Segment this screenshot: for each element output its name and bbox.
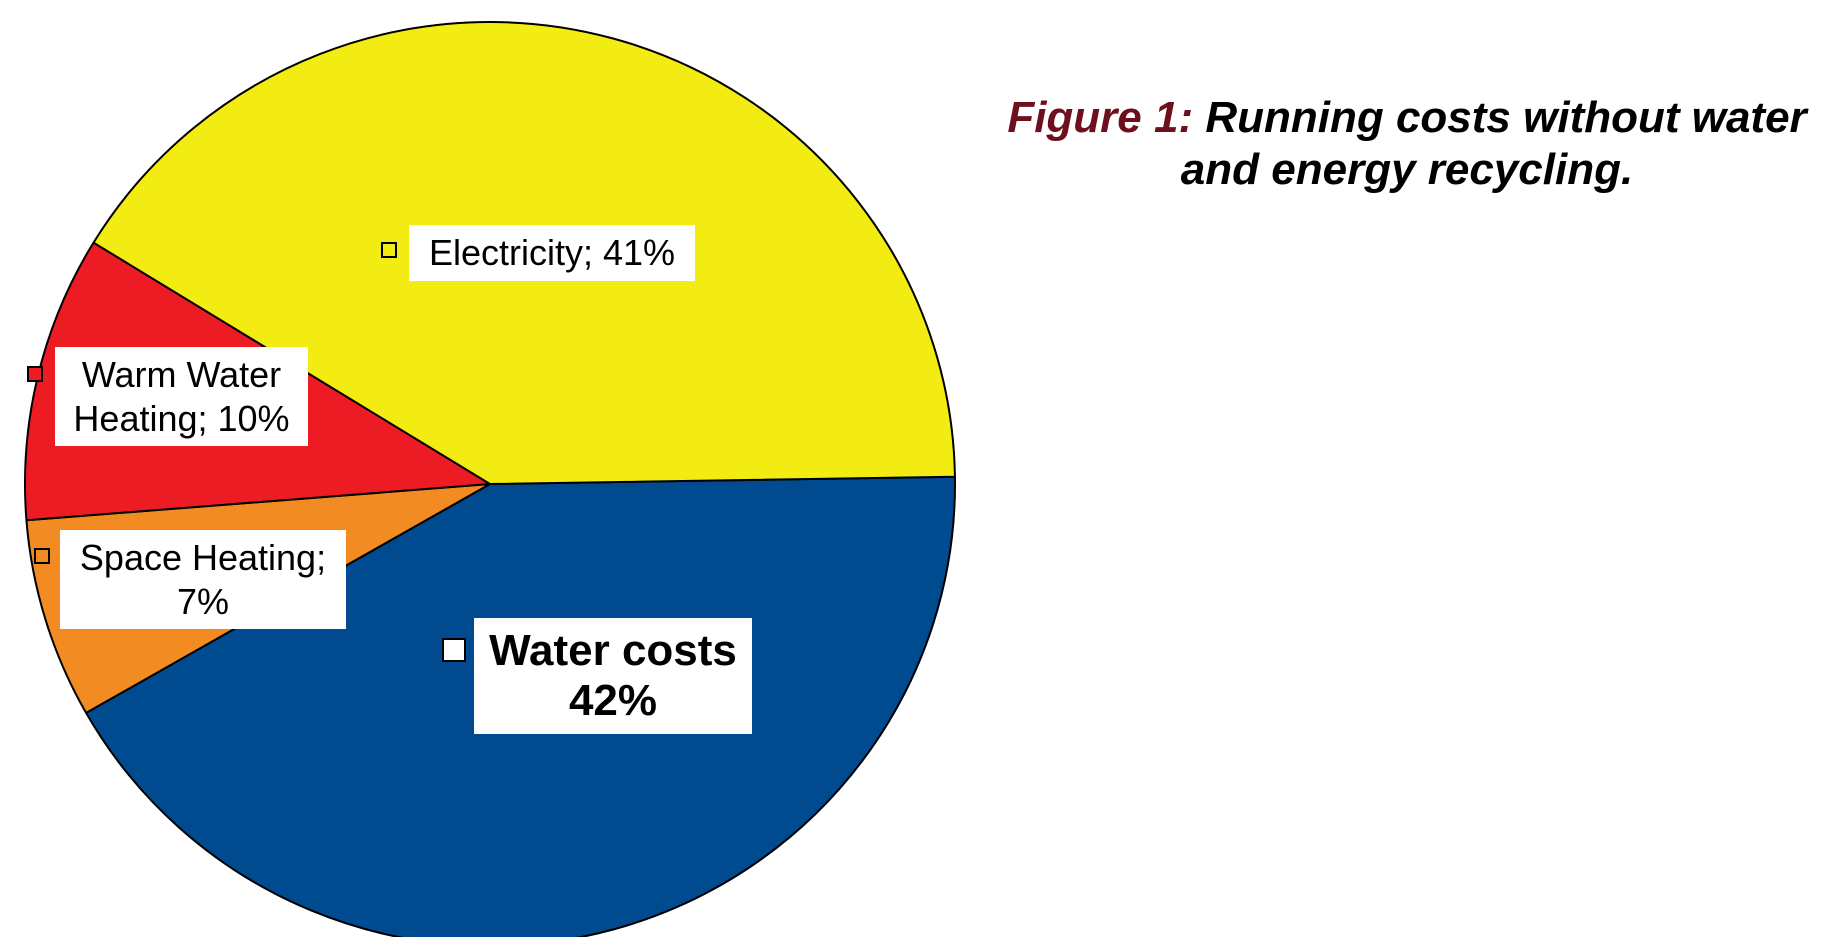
legend-marker-electricity	[381, 242, 397, 258]
legend-marker-water-costs	[442, 638, 466, 662]
slice-label-warm-water-heating: Warm Water Heating; 10%	[55, 347, 308, 446]
slice-label-space-heating-line2: 7%	[176, 581, 230, 622]
slice-label-water-costs-line1: Water costs	[489, 626, 737, 675]
slice-label-space-heating: Space Heating; 7%	[60, 530, 346, 629]
slice-label-electricity-text: Electricity; 41%	[428, 232, 676, 273]
slice-label-warm-water-heating-line2: Heating; 10%	[73, 398, 290, 439]
caption-text-line2: and energy recycling.	[1180, 145, 1634, 194]
figure-caption: Figure 1: Running costs without water an…	[975, 92, 1839, 196]
slice-label-water-costs-line2: 42%	[568, 676, 658, 725]
slice-label-water-costs: Water costs 42%	[474, 618, 752, 734]
legend-marker-space-heating	[34, 548, 50, 564]
slice-label-electricity: Electricity; 41%	[409, 225, 695, 281]
caption-text-line1: Running costs without water	[1205, 93, 1807, 142]
slice-label-warm-water-heating-line1: Warm Water	[81, 354, 282, 395]
slice-label-space-heating-line1: Space Heating;	[79, 537, 327, 578]
caption-lead: Figure 1:	[1007, 93, 1194, 142]
legend-marker-warm-water-heating	[27, 366, 43, 382]
